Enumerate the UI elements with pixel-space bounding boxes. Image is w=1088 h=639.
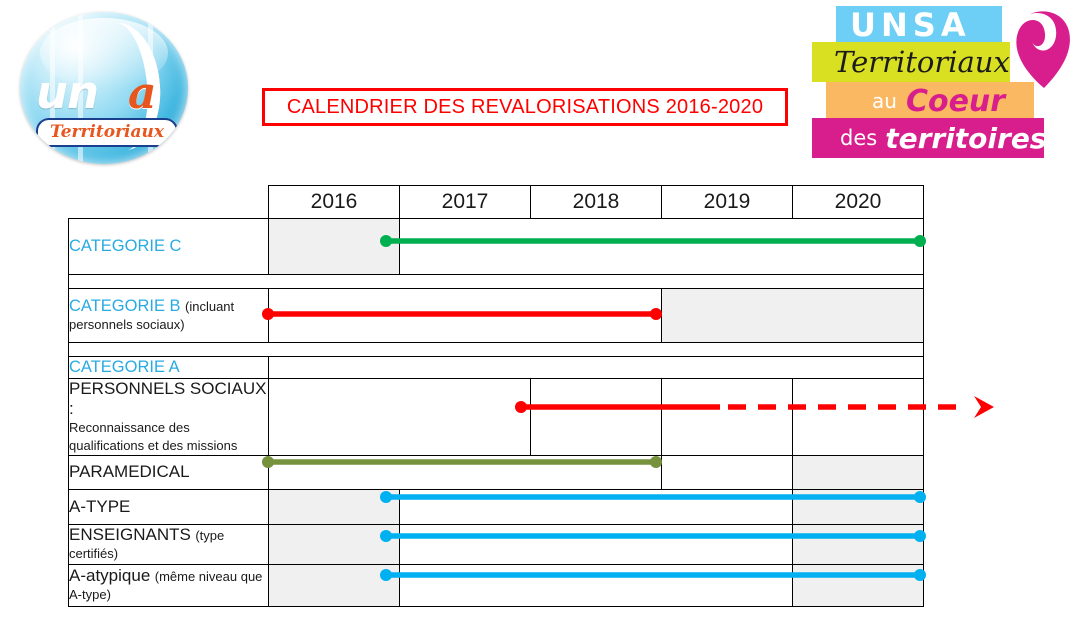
cell-2017-2019 bbox=[399, 488, 793, 525]
logo-des-text: des bbox=[840, 126, 878, 150]
logo-coeur-text: Coeur bbox=[905, 83, 1006, 119]
cell-2016-2017 bbox=[268, 378, 531, 456]
row-label-text: A-atypique bbox=[69, 566, 151, 586]
cell-2016 bbox=[268, 563, 400, 607]
table-row: PARAMEDICAL bbox=[68, 454, 924, 490]
table-row: CATEGORIE C bbox=[68, 218, 924, 275]
row-label-text: ENSEIGNANTS bbox=[69, 525, 191, 545]
cell-2017-2020 bbox=[399, 218, 924, 275]
row-label-enseignants: ENSEIGNANTS (type certifiés) bbox=[68, 523, 269, 565]
row-label-sub: (incluant personnels sociaux) bbox=[69, 299, 235, 332]
row-label-categorie-c: CATEGORIE C bbox=[68, 218, 269, 275]
year-header-2017: 2017 bbox=[399, 185, 531, 219]
row-label-text: PERSONNELS SOCIAUX : bbox=[69, 379, 267, 418]
header-corner-cell bbox=[69, 186, 269, 219]
year-header-2020: 2020 bbox=[792, 185, 924, 219]
logo-stripe bbox=[50, 12, 55, 164]
table-row: CATEGORIE B (incluant personnels sociaux… bbox=[68, 288, 924, 343]
cell-2019 bbox=[661, 454, 793, 490]
row-label-text: CATEGORIE C bbox=[69, 237, 182, 256]
cell-all-years bbox=[268, 356, 924, 379]
logo-un-text: un bbox=[36, 66, 99, 119]
logo-band-au-coeur: au Coeur bbox=[826, 82, 1034, 120]
table-row: ENSEIGNANTS (type certifiés) bbox=[68, 523, 924, 565]
cell-2016 bbox=[268, 218, 400, 275]
row-label-a-type: A-TYPE bbox=[68, 488, 269, 525]
spacer-row bbox=[68, 274, 924, 289]
unsa-round-logo: un a Territoriaux bbox=[20, 12, 188, 164]
cell-2020 bbox=[792, 378, 924, 456]
cell-2018 bbox=[530, 378, 662, 456]
logo-band-des-territoires: des territoires bbox=[812, 118, 1047, 158]
cell-2016 bbox=[268, 523, 400, 565]
year-header-2019: 2019 bbox=[661, 185, 793, 219]
unsa-territoriaux-block-logo: UNSA Territoriaux au Coeur des territoir… bbox=[812, 4, 1080, 158]
row-label-a-atypique: A-atypique (même niveau que A-type) bbox=[68, 563, 269, 607]
cell-2019-2020 bbox=[661, 288, 924, 343]
year-header-2016: 2016 bbox=[268, 185, 400, 219]
row-label-personnels-sociaux: PERSONNELS SOCIAUX : Reconnaissance des … bbox=[68, 378, 269, 456]
logo-territoriaux-text: Territoriaux bbox=[36, 118, 179, 147]
logo-unsa-text: UNSA bbox=[850, 6, 971, 44]
spacer-cell bbox=[68, 274, 924, 289]
cell-2020 bbox=[792, 454, 924, 490]
logo-territoires-text: territoires bbox=[885, 121, 1047, 155]
row-label-categorie-b: CATEGORIE B (incluant personnels sociaux… bbox=[68, 288, 269, 343]
row-label-sub: Reconnaissance des qualifications et des… bbox=[69, 419, 238, 453]
row-label-sub: (même niveau que A-type) bbox=[69, 569, 263, 603]
cell-2016-2018 bbox=[268, 454, 662, 490]
calendar-table: 2016 2017 2018 2019 2020 CATEGORIE C bbox=[68, 185, 924, 607]
page-title-text: CALENDRIER DES REVALORISATIONS 2016-2020 bbox=[286, 95, 764, 118]
logo-territoriaux-text: Territoriaux bbox=[834, 45, 1010, 79]
logo-stripe bbox=[78, 12, 83, 164]
row-label-sub: (type certifiés) bbox=[69, 528, 225, 562]
logo-stripe bbox=[148, 12, 153, 164]
cell-2020 bbox=[792, 488, 924, 525]
logo-gloss bbox=[40, 18, 168, 88]
row-label-text: CATEGORIE B bbox=[69, 297, 181, 316]
row-label-paramedical: PARAMEDICAL bbox=[68, 454, 269, 490]
spacer-cell bbox=[68, 342, 924, 357]
table-header-row: 2016 2017 2018 2019 2020 bbox=[69, 185, 924, 219]
cell-2020 bbox=[792, 563, 924, 607]
cell-2019 bbox=[661, 378, 793, 456]
table-row: A-TYPE bbox=[68, 488, 924, 525]
arrow-head-icon bbox=[974, 396, 994, 418]
year-header-2018: 2018 bbox=[530, 185, 662, 219]
cell-2020 bbox=[792, 523, 924, 565]
row-label-text: A-TYPE bbox=[69, 496, 131, 516]
row-label-categorie-a: CATEGORIE A bbox=[68, 356, 269, 379]
row-label-text: PARAMEDICAL bbox=[69, 462, 190, 482]
table-row: PERSONNELS SOCIAUX : Reconnaissance des … bbox=[68, 378, 924, 456]
heart-icon bbox=[1016, 11, 1070, 88]
cell-2017-2019 bbox=[399, 563, 793, 607]
logo-band-unsa: UNSA bbox=[836, 6, 1002, 44]
logo-band-territoriaux: Territoriaux bbox=[812, 42, 1010, 82]
row-label-text: CATEGORIE A bbox=[69, 358, 180, 377]
page-title: CALENDRIER DES REVALORISATIONS 2016-2020 bbox=[262, 88, 788, 126]
logo-a-text: a bbox=[128, 68, 157, 119]
logo-au-text: au bbox=[872, 89, 897, 113]
cell-2016-2018 bbox=[268, 288, 662, 343]
calendar-grid: 2016 2017 2018 2019 2020 CATEGORIE C bbox=[68, 185, 924, 607]
spacer-row bbox=[68, 342, 924, 357]
cell-2016 bbox=[268, 488, 400, 525]
cell-2017-2019 bbox=[399, 523, 793, 565]
table-row: A-atypique (même niveau que A-type) bbox=[68, 563, 924, 607]
table-row: CATEGORIE A bbox=[68, 356, 924, 379]
